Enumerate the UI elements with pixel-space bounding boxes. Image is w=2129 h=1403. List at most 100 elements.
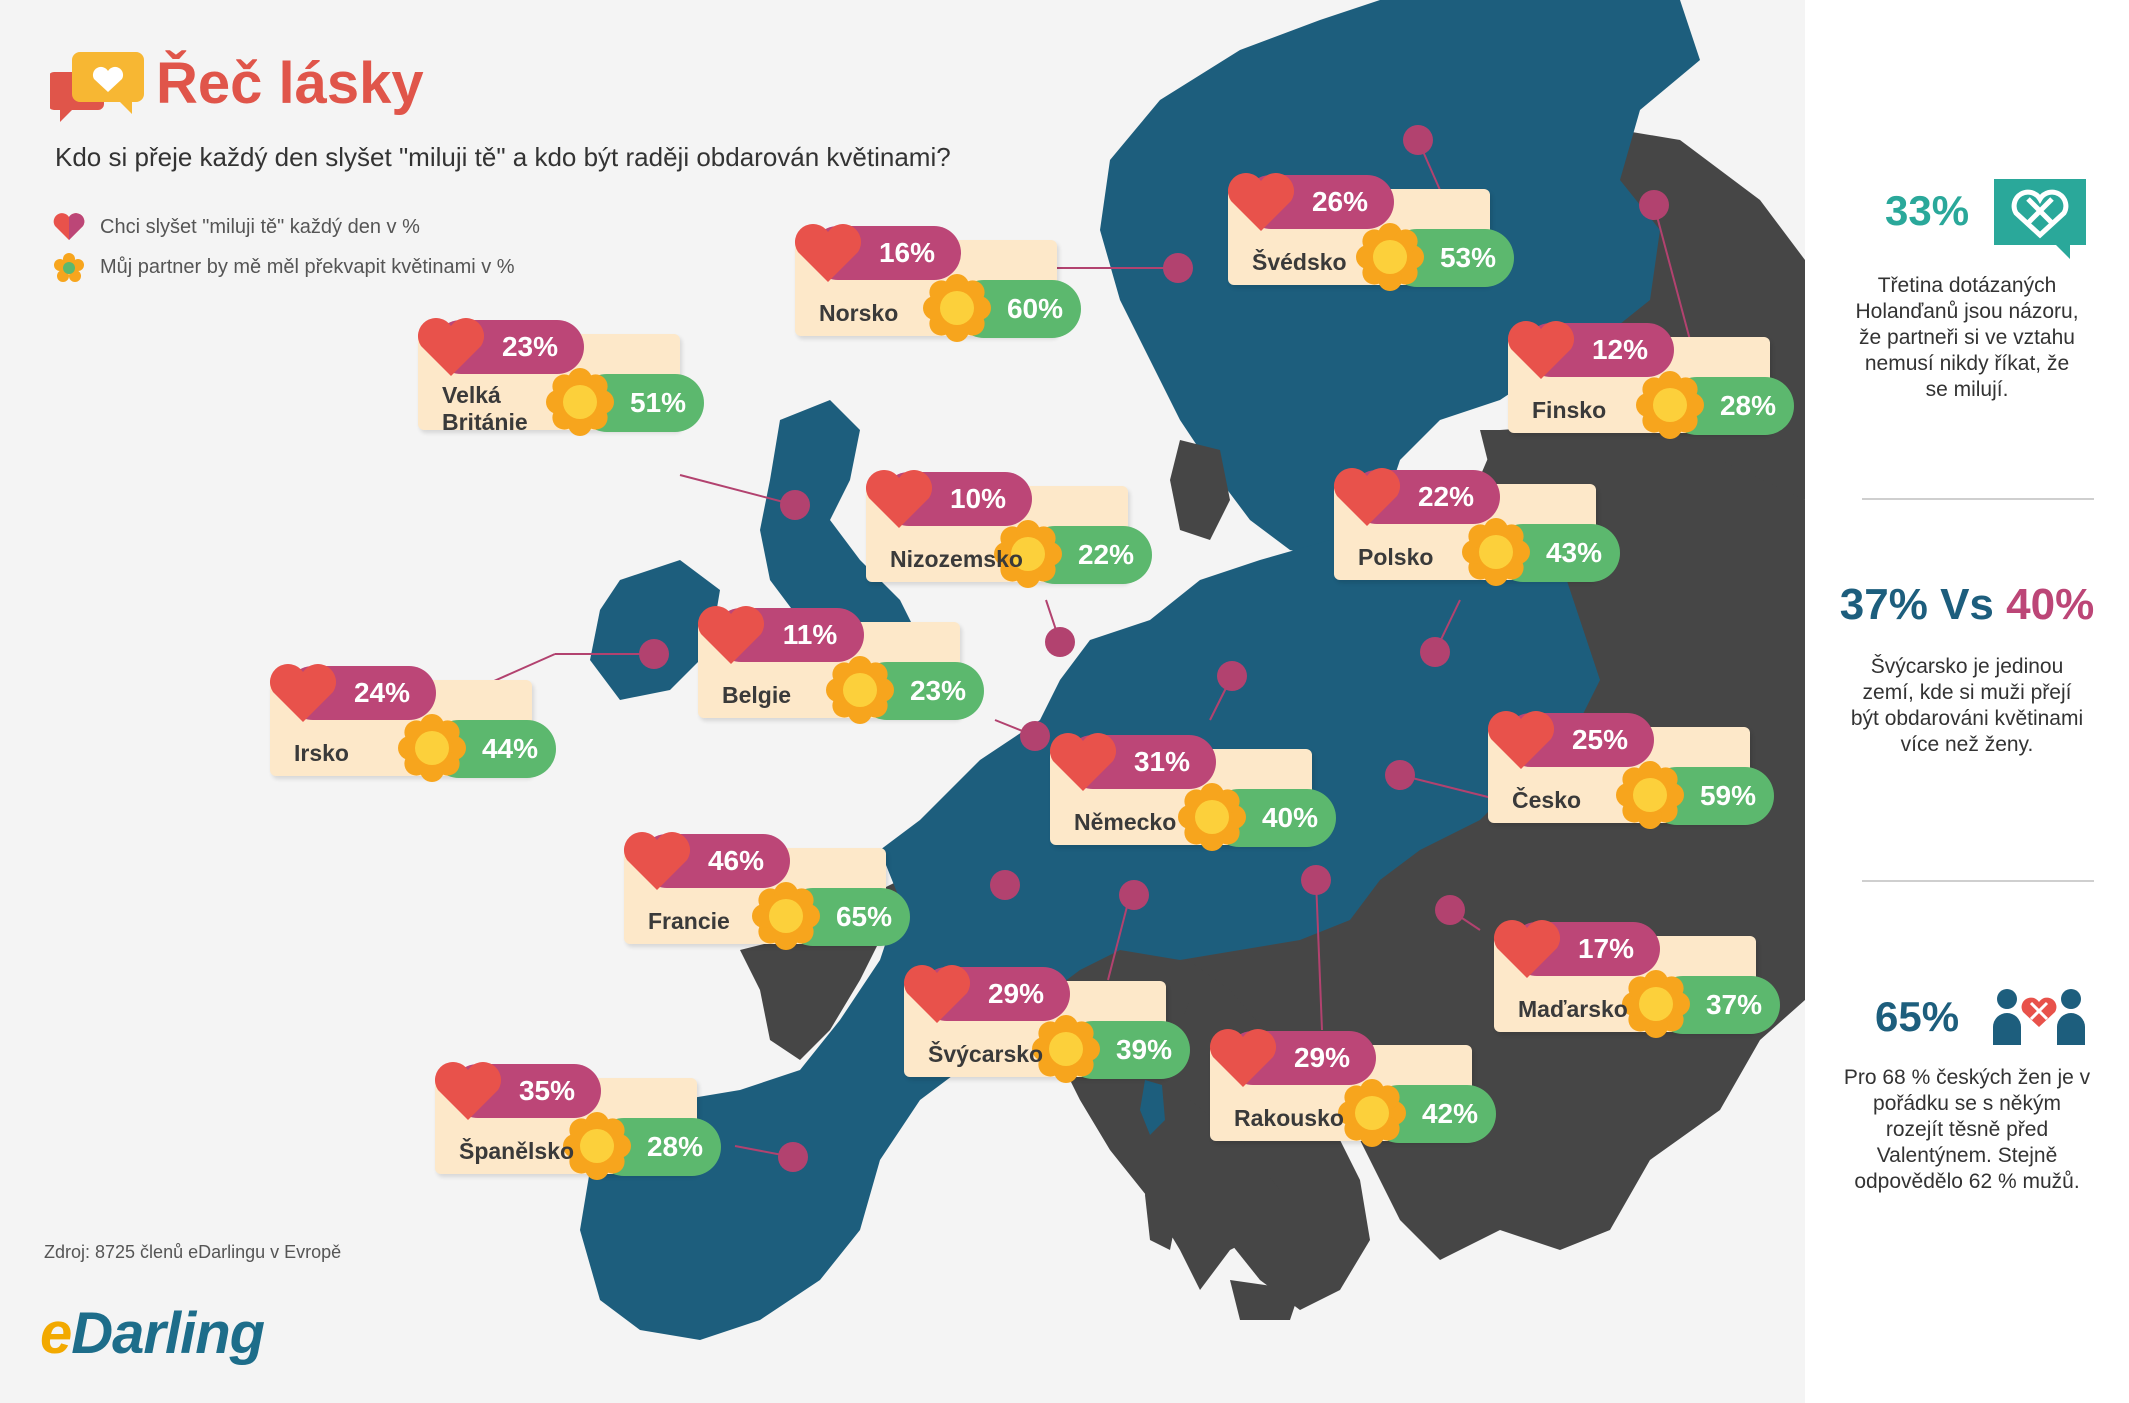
heart-icon xyxy=(697,605,765,664)
heart-icon xyxy=(269,663,337,722)
heart-icon xyxy=(1049,732,1117,791)
country-card: 23% 51% Velká Británie xyxy=(417,317,704,436)
love-value: 12% xyxy=(1591,334,1649,365)
map-island-sicily xyxy=(1230,1280,1300,1320)
divider-1 xyxy=(1862,498,2094,500)
flower-icon xyxy=(398,714,466,782)
flower-icon xyxy=(563,1112,631,1180)
country-card: 29% 42% Rakousko xyxy=(1209,1028,1496,1147)
heart-icon xyxy=(623,831,691,890)
country-card: 17% 37% Maďarsko xyxy=(1493,919,1780,1038)
flower-icon xyxy=(546,368,614,436)
love-value: 35% xyxy=(518,1075,576,1106)
heart-icon xyxy=(1209,1028,1277,1087)
flower-icon xyxy=(1636,371,1704,439)
country-name: Polsko xyxy=(1358,544,1434,570)
flower-icon xyxy=(1338,1079,1406,1147)
map-region-mainland xyxy=(580,520,1600,1340)
flowers-value: 44% xyxy=(481,733,539,764)
page-subtitle: Kdo si přeje každý den slyšet "miluji tě… xyxy=(55,142,951,172)
flowers-value: 37% xyxy=(1705,989,1763,1020)
stat-3-value: 65% xyxy=(1875,993,1960,1040)
love-value: 23% xyxy=(501,331,559,362)
stat-1-value: 33% xyxy=(1885,187,1970,234)
love-value: 11% xyxy=(782,619,838,650)
love-value: 22% xyxy=(1417,481,1475,512)
love-value: 31% xyxy=(1133,746,1191,777)
flower-icon xyxy=(1622,970,1690,1038)
legend-love-label: Chci slyšet "miluji tě" každý den v % xyxy=(100,216,420,238)
country-card: 12% 28% Finsko xyxy=(1507,320,1794,439)
heart-icon xyxy=(903,964,971,1023)
heart-icon xyxy=(1333,467,1401,526)
broken-heart-chat-icon xyxy=(1994,179,2086,259)
heart-icon xyxy=(417,317,485,376)
legend-flowers-label: Můj partner by mě měl překvapit květinam… xyxy=(100,256,515,278)
country-name: Rakousko xyxy=(1234,1105,1344,1131)
flower-icon xyxy=(994,520,1062,588)
flowers-value: 22% xyxy=(1077,539,1135,570)
country-name: Španělsko xyxy=(459,1138,575,1164)
map-island-sardinia xyxy=(1145,1150,1180,1250)
heart-icon xyxy=(794,223,862,282)
flowers-value: 53% xyxy=(1439,242,1497,273)
flowers-value: 51% xyxy=(629,387,687,418)
country-name: Belgie xyxy=(722,682,792,708)
country-card: 22% 43% Polsko xyxy=(1333,467,1620,586)
stat-2: 37% Vs 40% Švýcarsko je jedinou zemí, kd… xyxy=(1805,580,2129,758)
flower-icon xyxy=(1032,1015,1100,1083)
country-name: Velká Británie xyxy=(442,382,528,435)
country-name: Švédsko xyxy=(1252,249,1347,275)
flowers-value: 23% xyxy=(909,675,967,706)
country-card: 24% 44% Irsko xyxy=(269,663,556,782)
couple-broken-heart-icon xyxy=(1993,989,2085,1045)
love-value: 24% xyxy=(353,677,411,708)
country-name: Norsko xyxy=(819,300,899,326)
stat-1: 33% Třetina dotázaných Holanďanů jsou ná… xyxy=(1805,175,2129,403)
stat-3-text: Pro 68 % českých žen je v pořádku se s n… xyxy=(1843,1066,2091,1193)
flowers-value: 60% xyxy=(1006,293,1064,324)
flower-icon xyxy=(54,253,84,282)
love-value: 46% xyxy=(707,845,765,876)
country-card: 16% 60% Norsko xyxy=(794,223,1081,342)
map-region-ireland xyxy=(590,560,720,700)
love-value: 26% xyxy=(1311,186,1369,217)
flowers-value: 42% xyxy=(1421,1098,1479,1129)
flower-icon xyxy=(1178,783,1246,851)
country-name: Německo xyxy=(1074,809,1177,835)
flower-icon xyxy=(752,882,820,950)
stat-1-text: Třetina dotázaných Holanďanů jsou názoru… xyxy=(1855,274,2079,401)
love-value: 29% xyxy=(1293,1042,1351,1073)
map-island-corsica xyxy=(1140,1080,1165,1135)
source-note: Zdroj: 8725 členů eDarlingu v Evropě xyxy=(44,1242,342,1262)
love-value: 17% xyxy=(1577,933,1635,964)
location-dots xyxy=(639,125,1669,1172)
divider-2 xyxy=(1862,880,2094,882)
flowers-value: 28% xyxy=(1719,390,1777,421)
stat-2-text: Švýcarsko je jedinou zemí, kde si muži p… xyxy=(1850,655,2084,756)
heart-icon xyxy=(1507,320,1575,379)
flower-icon xyxy=(1616,761,1684,829)
heart-icon xyxy=(1493,919,1561,978)
country-card: 11% 23% Belgie xyxy=(697,605,984,724)
country-name: Švýcarsko xyxy=(928,1041,1044,1067)
edarling-logo: eDarling xyxy=(40,1301,265,1366)
country-card: 46% 65% Francie xyxy=(623,831,910,950)
country-card: 35% 28% Španělsko xyxy=(434,1061,721,1180)
stat-2-vs: Vs xyxy=(1940,580,1994,629)
page-title: Řeč lásky xyxy=(156,51,424,116)
flower-icon xyxy=(1356,223,1424,291)
love-value: 29% xyxy=(987,978,1045,1009)
country-card: 25% 59% Česko xyxy=(1487,710,1774,829)
country-name: Nizozemsko xyxy=(890,546,1023,572)
flowers-value: 59% xyxy=(1699,780,1757,811)
flowers-value: 39% xyxy=(1115,1034,1173,1065)
love-value: 25% xyxy=(1571,724,1629,755)
love-value: 16% xyxy=(878,237,936,268)
heart-icon xyxy=(1227,172,1295,231)
chat-heart-icon xyxy=(50,52,144,122)
stat-2-value-a: 37% xyxy=(1839,580,1928,629)
flower-icon xyxy=(826,656,894,724)
heart-icon xyxy=(434,1061,502,1120)
country-name: Maďarsko xyxy=(1518,996,1628,1022)
